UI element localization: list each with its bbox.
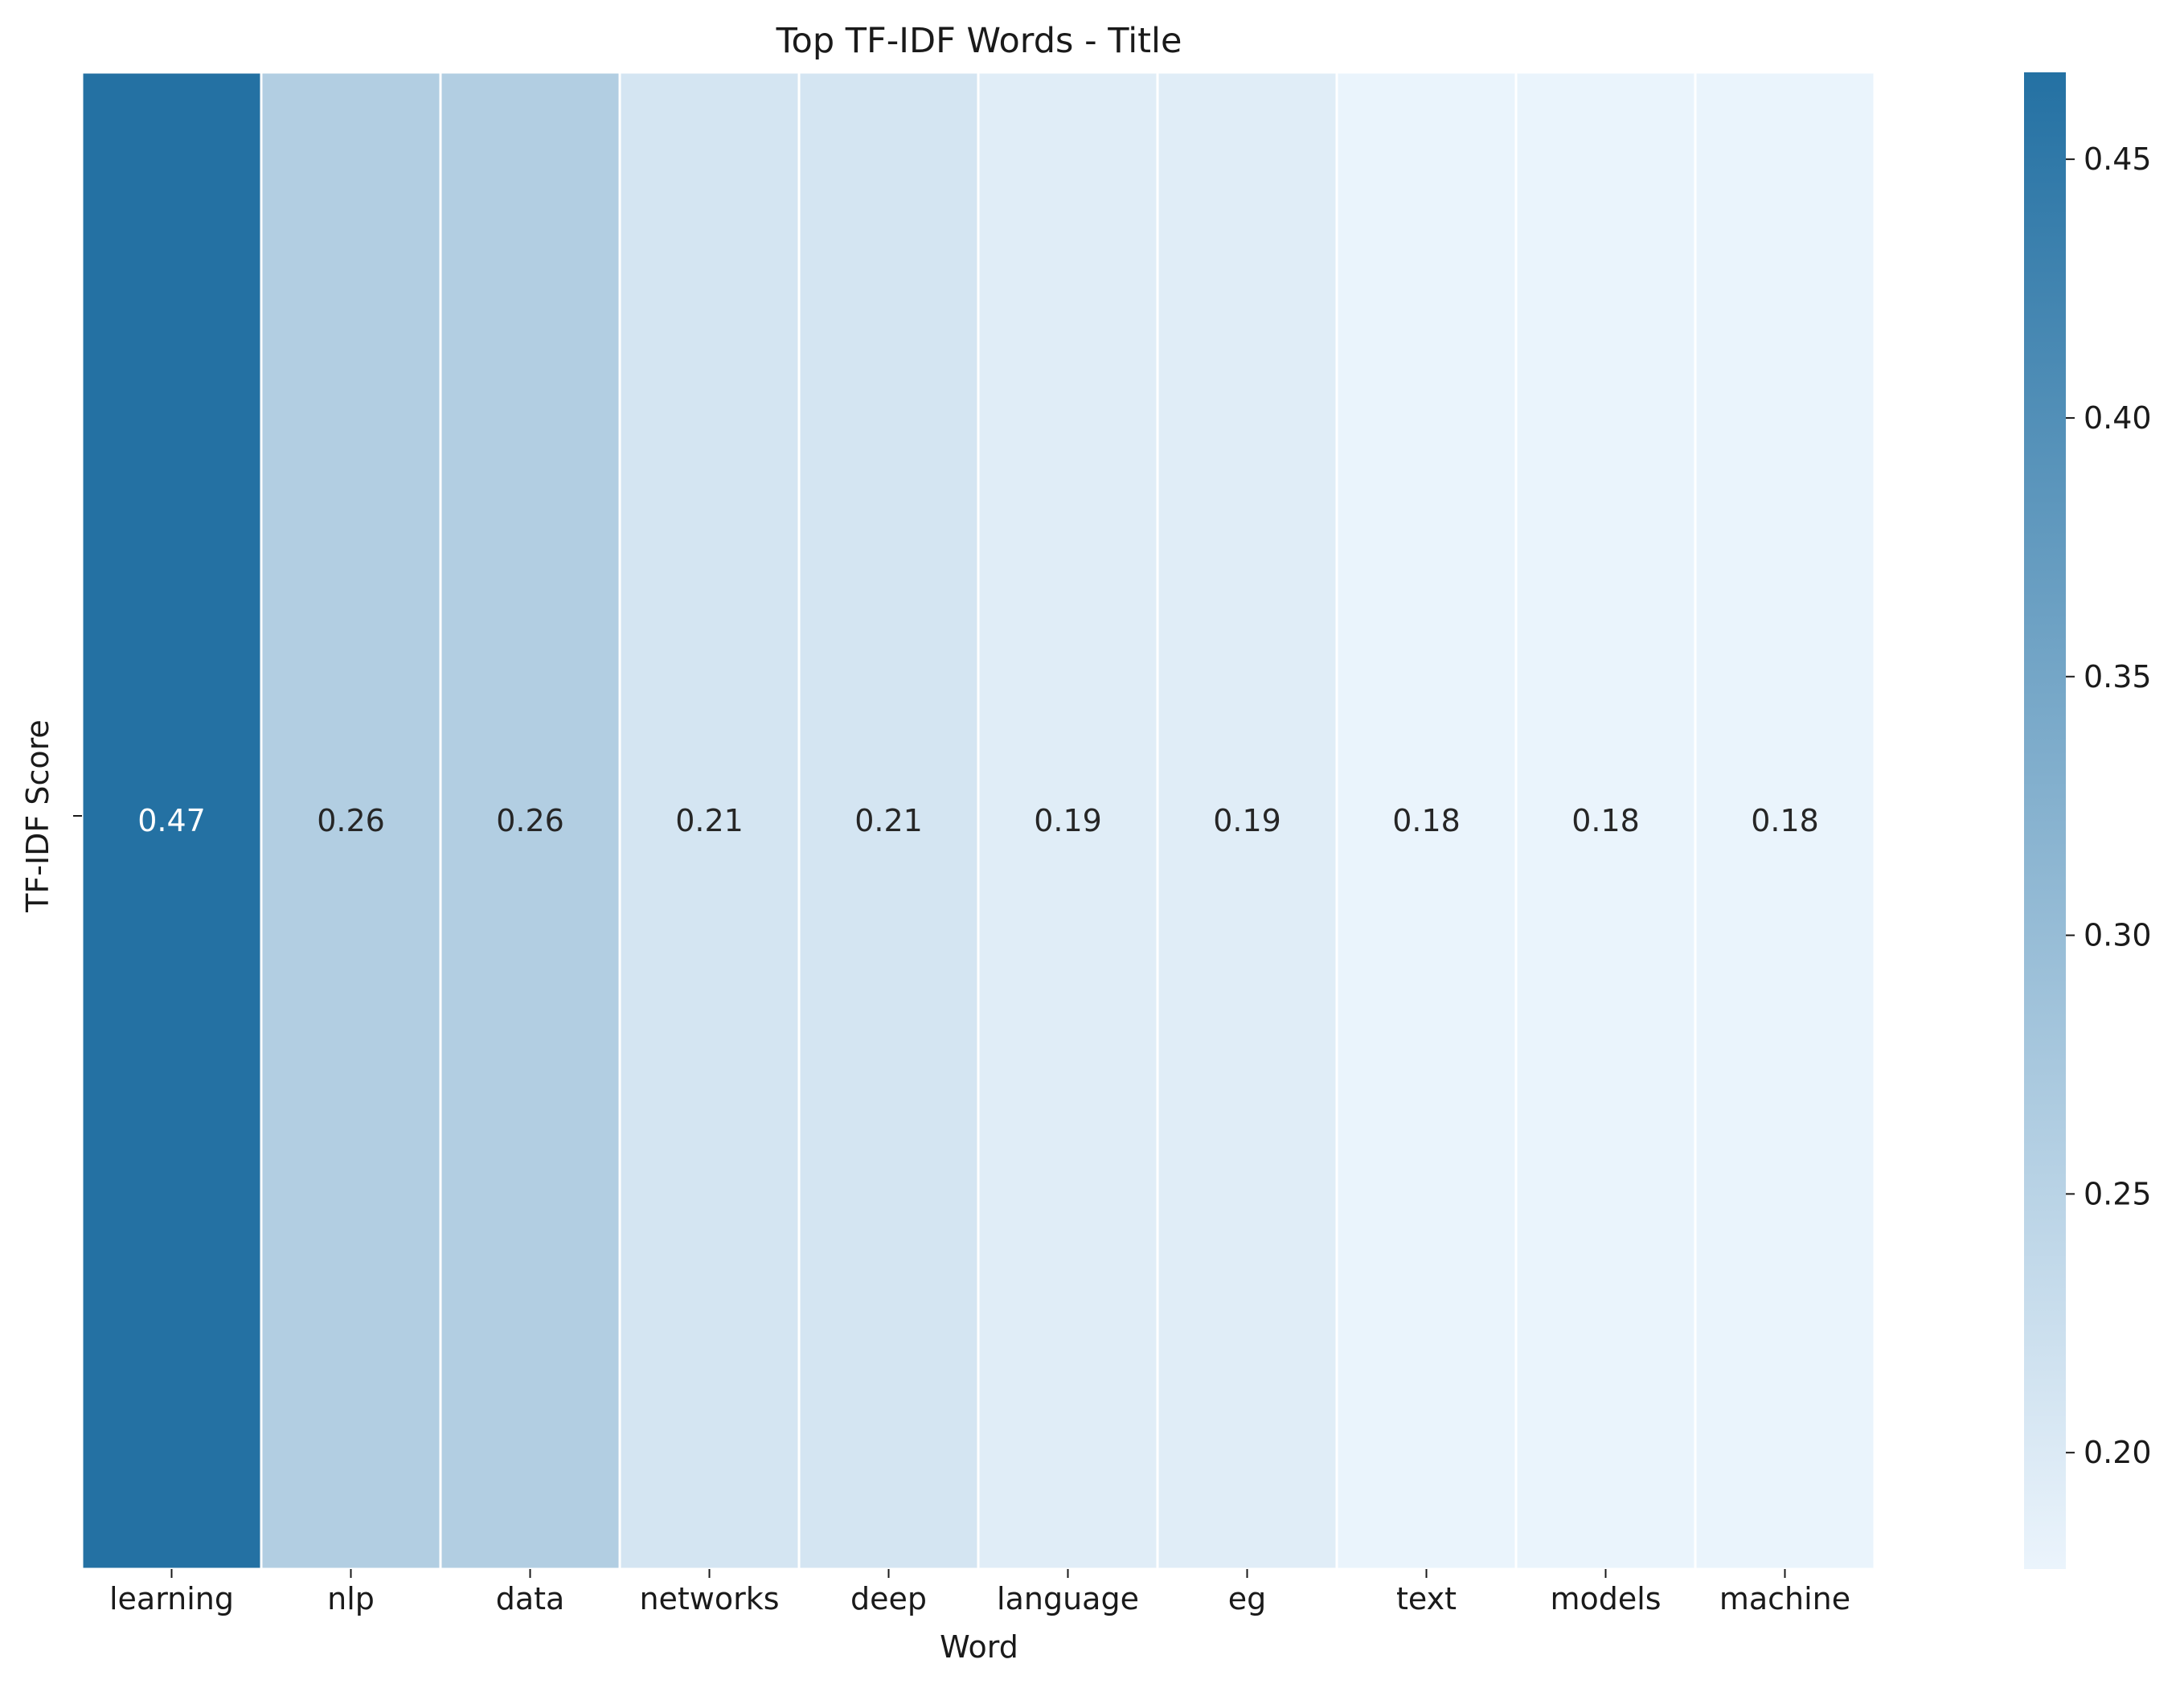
cell-value-label: 0.18 [1392,803,1461,838]
x-tick-label: networks [639,1581,779,1616]
x-tick-label: eg [1228,1581,1267,1616]
colorbar-tick-label: 0.40 [2084,400,2152,436]
x-axis-label: Word [940,1629,1018,1665]
heatmap-cell-data [439,71,621,1571]
y-axis-label: TF-IDF Score [20,719,55,913]
colorbar-tick-label: 0.30 [2084,918,2152,953]
x-tick-label: models [1550,1581,1661,1616]
heatmap-cell-machine [1694,71,1876,1571]
x-tick-label: language [997,1581,1139,1616]
cell-value-label: 0.21 [675,803,744,838]
heatmap-cell-language [977,71,1159,1571]
cell-value-label: 0.18 [1751,803,1819,838]
colorbar-tick-label: 0.35 [2084,659,2152,694]
x-tick-label: learning [109,1581,234,1616]
cell-value-label: 0.18 [1571,803,1640,838]
cell-value-label: 0.21 [854,803,923,838]
colorbar-tick-label: 0.20 [2084,1435,2152,1470]
x-tick-label: data [496,1581,565,1616]
colorbar-tick-label: 0.45 [2084,141,2152,177]
cell-value-label: 0.19 [1034,803,1102,838]
colorbar-ticks: 0.20 0.25 0.30 0.35 0.40 0.45 [2066,141,2152,1470]
colorbar-tick-label: 0.25 [2084,1176,2152,1211]
x-tick-label: text [1396,1581,1457,1616]
x-axis-ticks: learning nlp data networks deep language eg tex… [109,1569,1850,1616]
x-tick-label: machine [1719,1581,1850,1616]
heatmap-cell-learning [80,71,263,1571]
cell-value-label: 0.26 [496,803,564,838]
heatmap-cell-deep [797,71,980,1571]
cell-value-label: 0.19 [1213,803,1281,838]
colorbar [2024,72,2066,1569]
x-tick-label: deep [850,1581,927,1616]
chart-title: Top TF-IDF Words - Title [776,21,1182,61]
heatmap-cell-text [1335,71,1518,1571]
heatmap-cell-networks [618,71,801,1571]
heatmap-cell-nlp [260,71,442,1571]
cell-value-label: 0.26 [317,803,385,838]
heatmap-cells: 0.47 0.26 0.26 0.21 0.21 0.19 0.19 0.18 0.18 0.18 [80,71,1876,1571]
x-tick-label: nlp [327,1581,375,1616]
cell-value-label: 0.47 [137,803,206,838]
